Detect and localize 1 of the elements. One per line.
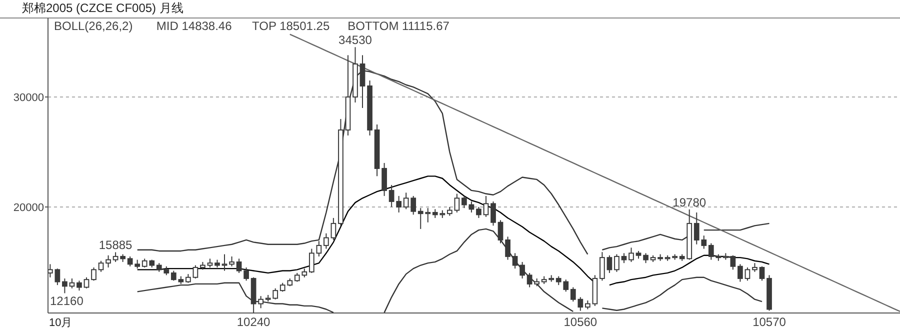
- title: 郑棉2005 (CZCE CF005) 月线: [22, 1, 184, 15]
